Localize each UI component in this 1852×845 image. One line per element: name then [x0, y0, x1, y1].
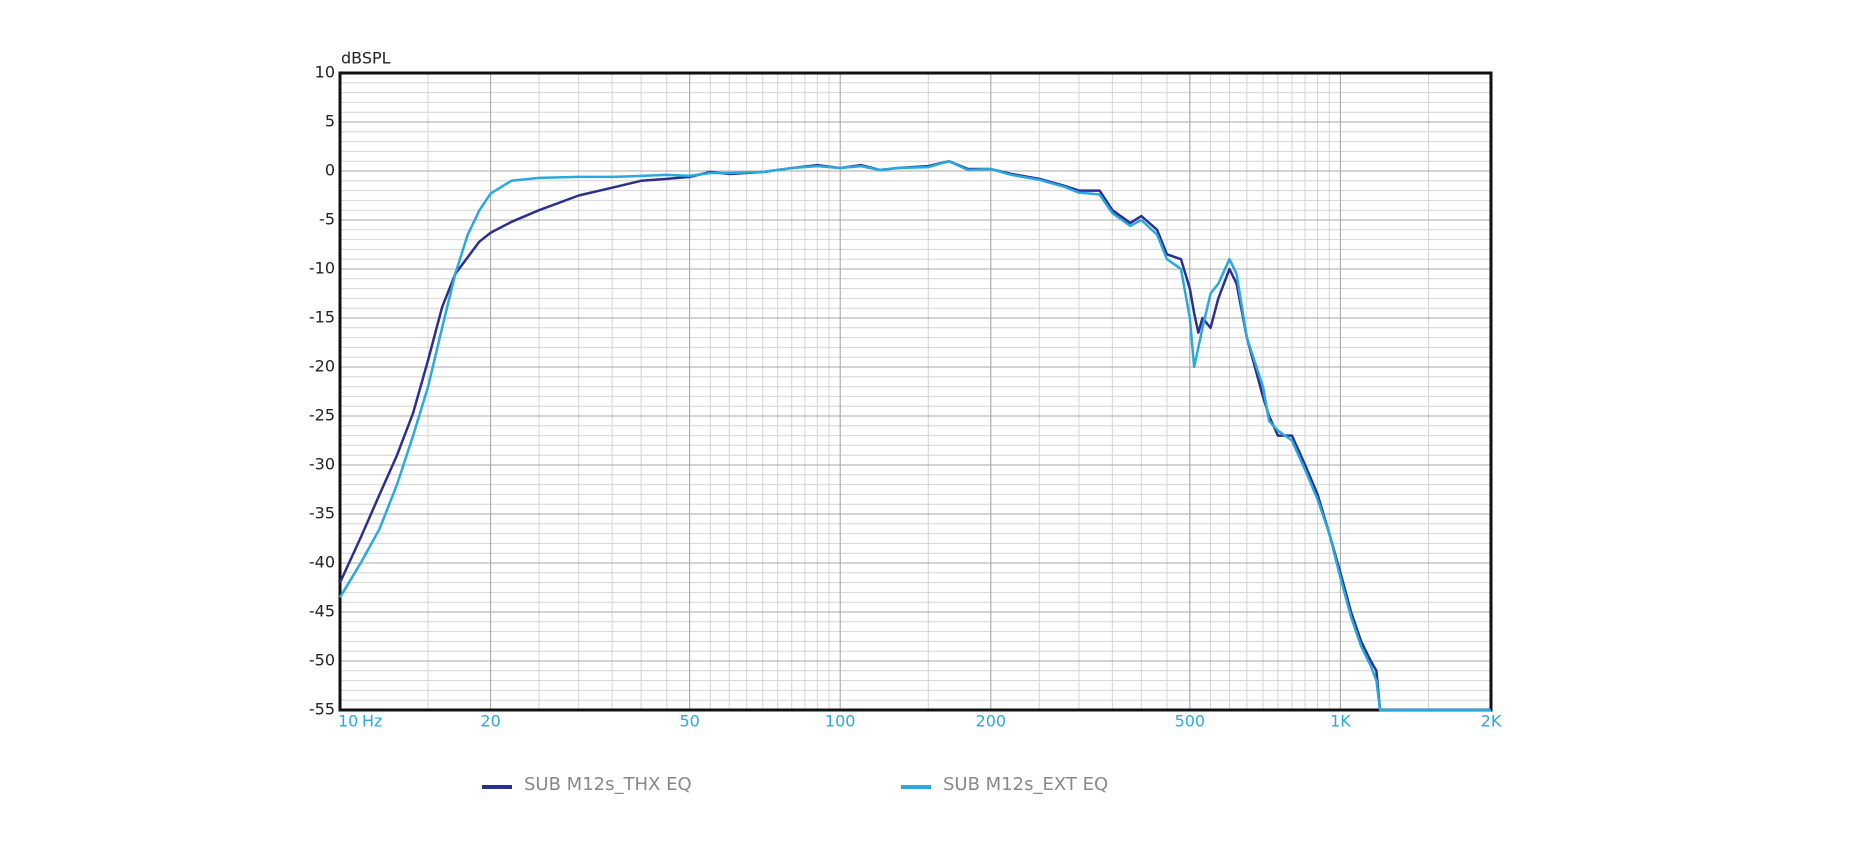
- x-tick-label: 50: [679, 712, 699, 731]
- x-axis-label: Hz: [362, 712, 382, 731]
- y-tick-label: 10: [315, 63, 335, 82]
- x-tick-label: 10: [338, 712, 358, 731]
- y-tick-label: -30: [309, 455, 335, 474]
- x-tick-label: 2K: [1481, 712, 1502, 731]
- y-tick-label: -40: [309, 553, 335, 572]
- y-tick-label: -35: [309, 504, 335, 523]
- x-tick-label: 200: [976, 712, 1007, 731]
- series-line: [338, 159, 1491, 712]
- y-tick-label: -45: [309, 602, 335, 621]
- y-tick-label: -55: [309, 700, 335, 719]
- legend-label: SUB M12s_THX EQ: [524, 774, 692, 795]
- x-tick-label: 500: [1175, 712, 1206, 731]
- y-tick-label: -20: [309, 357, 335, 376]
- x-tick-label: 100: [825, 712, 856, 731]
- x-tick-label: 1K: [1330, 712, 1351, 731]
- x-tick-label: 20: [480, 712, 500, 731]
- y-axis-label: dBSPL: [341, 49, 391, 68]
- y-tick-label: -50: [309, 651, 335, 670]
- legend-label: SUB M12s_EXT EQ: [943, 774, 1108, 795]
- y-tick-label: 0: [325, 161, 335, 180]
- y-tick-label: -5: [319, 210, 335, 229]
- y-tick-label: -10: [309, 259, 335, 278]
- plot-frame: [338, 71, 1493, 712]
- y-tick-label: 5: [325, 112, 335, 131]
- y-tick-label: -25: [309, 406, 335, 425]
- y-tick-label: -15: [309, 308, 335, 327]
